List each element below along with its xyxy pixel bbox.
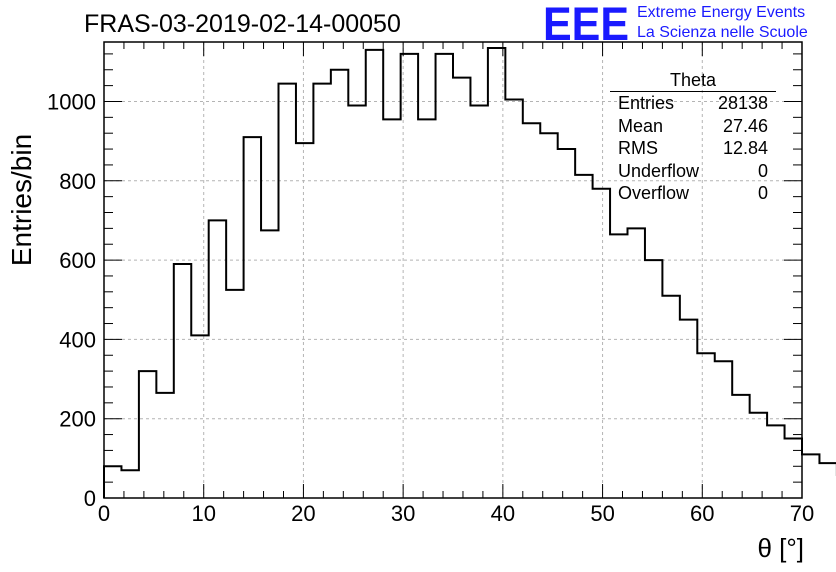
histogram-bin xyxy=(191,335,208,498)
stats-label: RMS xyxy=(618,138,658,159)
y-tick-label: 400 xyxy=(59,327,96,352)
stats-value: 0 xyxy=(757,183,768,204)
histogram-bin xyxy=(331,70,348,498)
axis-ticks xyxy=(103,42,803,499)
histogram-bin xyxy=(383,119,400,498)
histogram-bin xyxy=(628,228,645,498)
stats-box: Theta Entries 28138 Mean 27.46 RMS 12.84… xyxy=(610,70,776,205)
y-axis-label-text: Entries/bin xyxy=(6,133,37,267)
histogram-bin xyxy=(802,454,819,498)
histogram-bin xyxy=(156,393,173,498)
stats-row-entries: Entries 28138 xyxy=(610,92,776,115)
stats-value: 27.46 xyxy=(722,115,768,136)
histogram-bin xyxy=(697,353,714,498)
x-tick-label: 30 xyxy=(391,501,415,526)
histogram-bin xyxy=(174,264,191,498)
grid xyxy=(104,42,802,498)
histogram-bin xyxy=(418,119,435,498)
histogram-bin xyxy=(313,84,330,498)
stats-row-mean: Mean 27.46 xyxy=(610,115,776,138)
y-tick-label: 1000 xyxy=(47,89,96,114)
histogram-bin xyxy=(645,260,662,498)
histogram-bin xyxy=(436,54,453,498)
stats-label: Entries xyxy=(618,93,675,113)
stats-label: Mean xyxy=(618,115,664,136)
histogram-bin xyxy=(279,84,296,498)
y-tick-label: 200 xyxy=(59,407,96,432)
stats-row-rms: RMS 12.84 xyxy=(610,137,776,160)
x-tick-label: 20 xyxy=(291,501,315,526)
histogram-bin xyxy=(523,123,540,498)
y-tick-label: 0 xyxy=(84,486,96,511)
histogram-bin xyxy=(767,425,784,498)
axis-tick-labels: 0 10 20 30 40 50 60 70 0 200 400 600 800 1000 xyxy=(47,89,814,526)
stats-value: 12.84 xyxy=(722,138,768,159)
histogram-bin xyxy=(680,320,697,498)
histogram-bin xyxy=(558,149,575,498)
stats-label: Underflow xyxy=(618,160,700,181)
histogram-bin xyxy=(139,371,156,498)
plot-title: FRAS-03-2019-02-14-00050 xyxy=(84,10,401,38)
x-tick-label: 60 xyxy=(690,501,714,526)
logo-text: Extreme Energy Events La Scienza nelle S… xyxy=(637,3,808,43)
stats-value: 28138 xyxy=(717,93,768,113)
histogram-bin xyxy=(715,361,732,498)
histogram-bin xyxy=(366,50,383,498)
stats-row-underflow: Underflow 0 xyxy=(610,160,776,183)
histogram-bin xyxy=(226,290,243,498)
stats-label: Overflow xyxy=(618,183,690,204)
axes-frame xyxy=(103,41,803,499)
histogram-bin xyxy=(540,133,557,498)
stats-row-overflow: Overflow 0 xyxy=(610,182,776,205)
histogram-bin xyxy=(261,230,278,498)
logo-line-1: Extreme Energy Events xyxy=(637,4,806,21)
histogram-bin xyxy=(453,78,470,498)
histogram-bin xyxy=(488,48,505,498)
histogram-bin xyxy=(575,175,592,498)
logo-mark: EEE xyxy=(543,2,629,42)
stats-value: 0 xyxy=(757,160,768,181)
logo-line-2: La Scienza nelle Scuole xyxy=(637,24,808,41)
x-axis-label: θ [°] xyxy=(757,533,804,563)
histogram-bin xyxy=(470,105,487,498)
histogram-bin xyxy=(593,189,610,498)
x-tick-label: 50 xyxy=(590,501,614,526)
y-tick-label: 800 xyxy=(59,169,96,194)
histogram-bin xyxy=(750,413,767,498)
histogram-bin xyxy=(348,105,365,498)
x-tick-label: 40 xyxy=(491,501,515,526)
stats-title: Theta xyxy=(610,70,776,92)
x-tick-label: 70 xyxy=(790,501,814,526)
histogram-bin xyxy=(819,463,836,498)
x-tick-label: 10 xyxy=(191,501,215,526)
plot-frame xyxy=(103,41,803,499)
histogram-bin xyxy=(244,137,261,498)
histogram-bin xyxy=(732,395,749,498)
x-tick-label: 0 xyxy=(98,501,110,526)
histogram-bin xyxy=(505,99,522,498)
histogram-bin xyxy=(662,296,679,498)
histogram-bin xyxy=(610,234,627,498)
y-axis-label: Entries/bin xyxy=(4,110,40,290)
histogram-bin xyxy=(785,439,802,498)
histogram-bin xyxy=(209,220,226,498)
histogram-bin xyxy=(296,143,313,498)
histogram-bin xyxy=(401,54,418,498)
y-tick-label: 600 xyxy=(59,248,96,273)
eee-logo: EEE xyxy=(543,2,629,42)
